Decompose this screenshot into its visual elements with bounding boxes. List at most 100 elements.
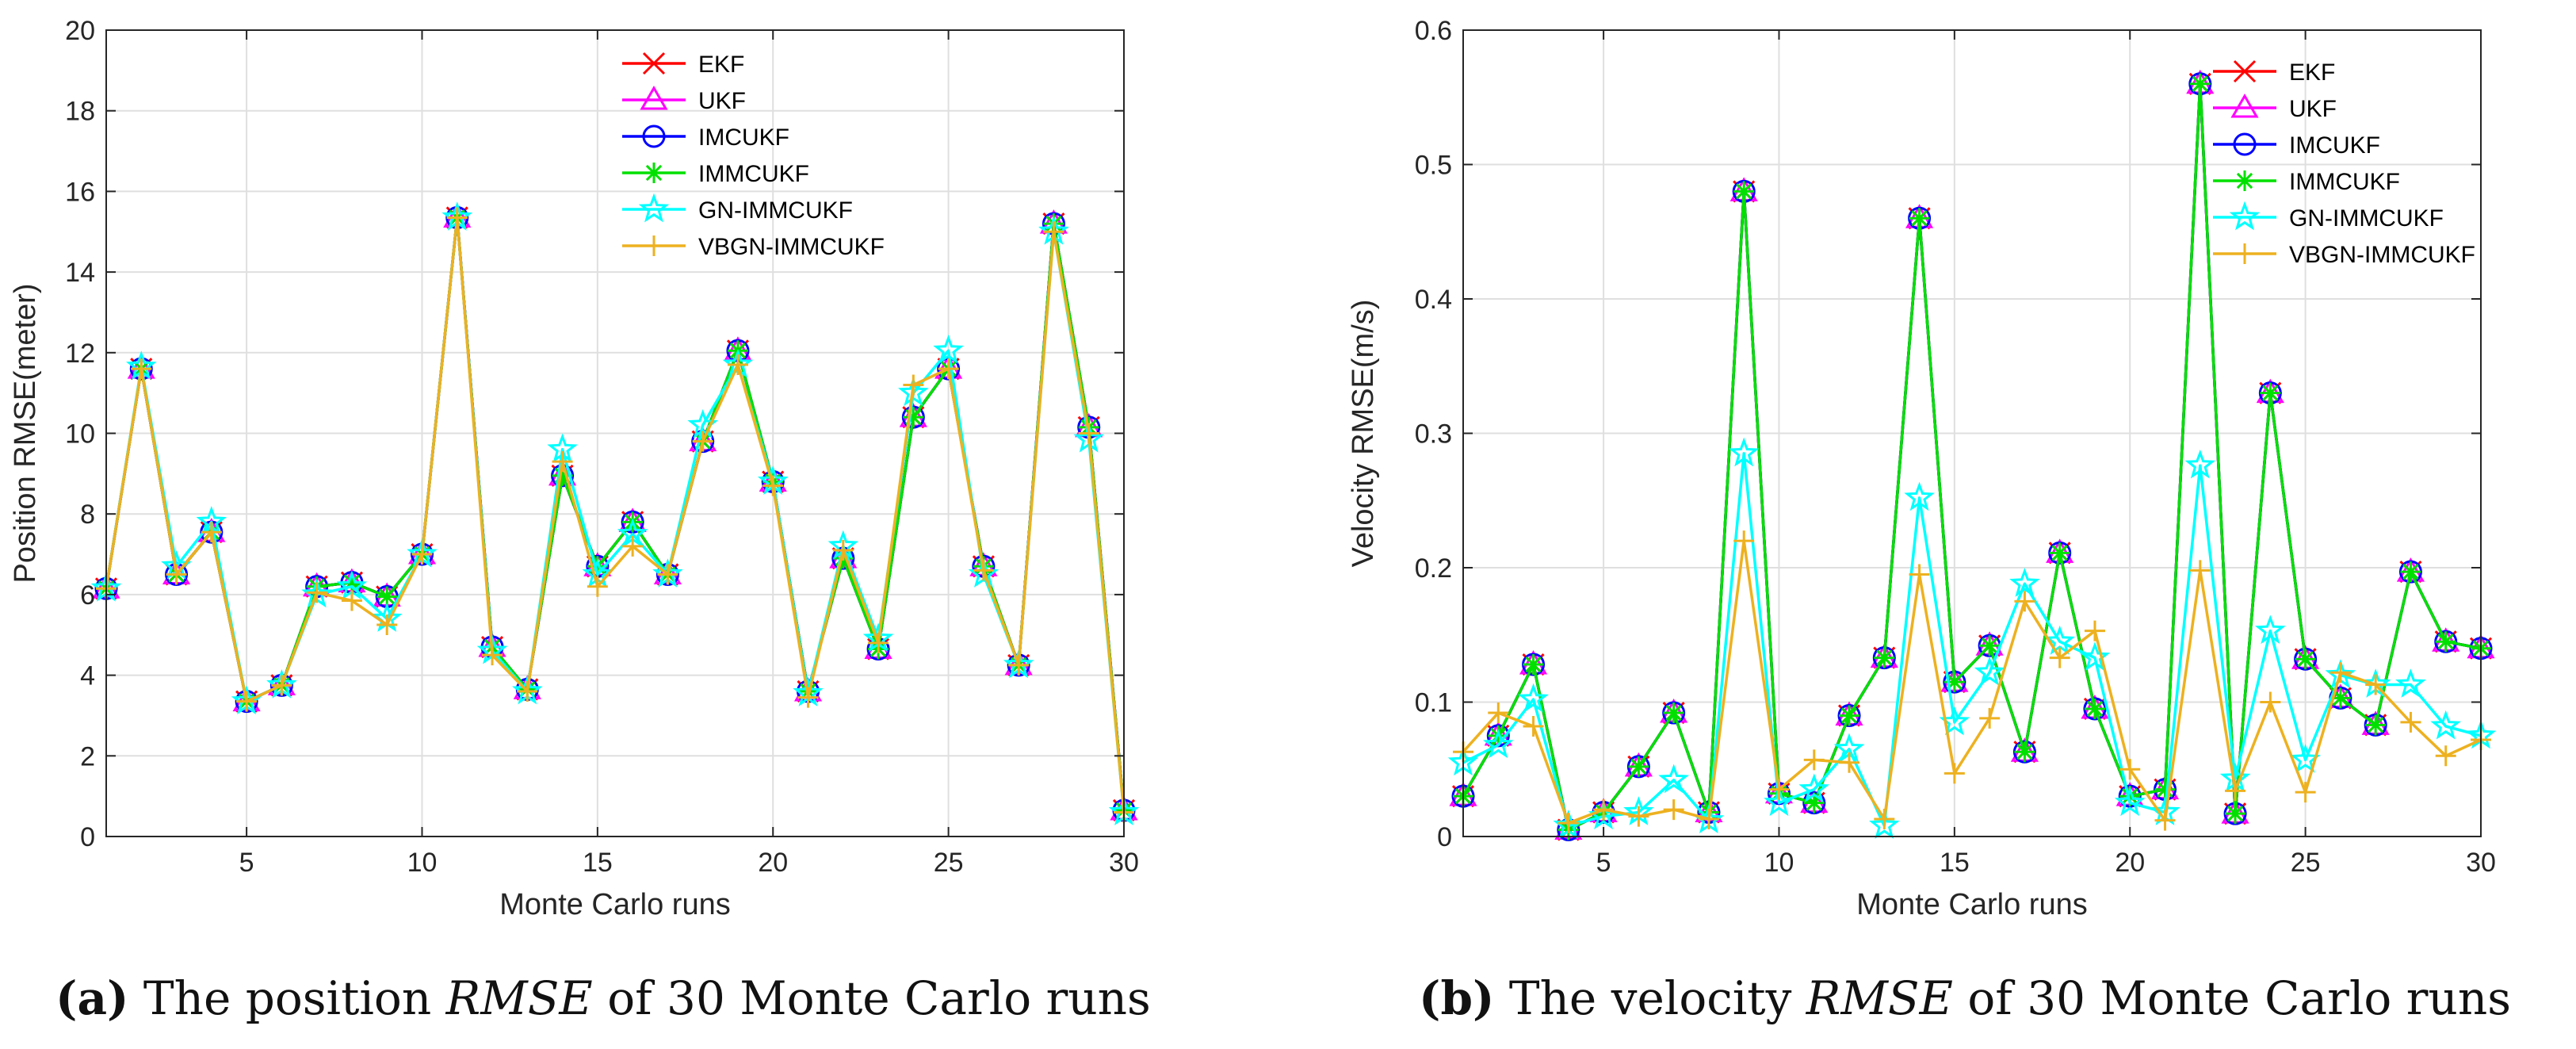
y-tick-label: 12 — [65, 339, 95, 369]
legend-marker — [2233, 59, 2257, 83]
data-point — [1663, 703, 1684, 724]
legend-marker — [2230, 93, 2259, 118]
data-point — [446, 207, 468, 228]
data-point — [2400, 561, 2421, 583]
data-point — [2295, 782, 2316, 803]
y-tick-label: 14 — [65, 258, 95, 288]
data-point — [2154, 810, 2176, 831]
data-point — [1008, 654, 1030, 676]
data-point — [2044, 625, 2075, 655]
y-tick-label: 2 — [80, 741, 95, 771]
x-tick-label: 5 — [1596, 848, 1611, 878]
y-tick-label: 6 — [80, 580, 95, 611]
data-point — [933, 335, 964, 364]
caption-a-letter: (a) — [55, 971, 129, 1025]
x-tick-label: 25 — [934, 848, 964, 878]
data-point — [341, 572, 362, 593]
data-point — [1904, 481, 1935, 511]
legend-marker — [2233, 132, 2257, 156]
x-tick-label: 30 — [2466, 848, 2496, 878]
legend-entry: VBGN-IMMCUKF — [698, 234, 885, 260]
y-tick-label: 10 — [65, 419, 95, 450]
data-point — [1839, 705, 1860, 726]
legend-entry: EKF — [2289, 59, 2335, 86]
legend-entry: IMMCUKF — [698, 161, 809, 187]
x-axis-label: Monte Carlo runs — [499, 888, 730, 921]
data-point — [552, 465, 573, 486]
legend-marker — [2234, 243, 2255, 264]
data-point — [897, 377, 929, 407]
series-vbgn-immcukf — [1453, 530, 2491, 834]
data-point — [341, 590, 362, 611]
data-point — [2395, 668, 2426, 698]
velocity-rmse-chart: 5 10 15 20 25 30 0 0.1 0.2 0.3 0.4 0.5 0.6 Monte Carl… — [1347, 16, 2497, 921]
data-point — [1869, 810, 1900, 839]
legend-entry: UKF — [2289, 96, 2337, 122]
legend-marker — [640, 85, 668, 110]
data-point — [2014, 741, 2035, 763]
caption-a-post: of 30 Monte Carlo runs — [607, 971, 1151, 1025]
data-point — [2329, 662, 2351, 683]
legend-entry: IMCUKF — [698, 124, 789, 151]
data-point — [1979, 707, 2001, 729]
x-tick-label: 10 — [407, 848, 438, 878]
legend-marker — [644, 235, 664, 256]
data-point — [1663, 799, 1684, 821]
data-point — [622, 535, 644, 557]
data-point — [271, 675, 292, 696]
data-point — [1943, 672, 1965, 693]
data-point — [2184, 449, 2216, 479]
y-tick-label: 0.3 — [1415, 419, 1452, 450]
legend-entry: GN-IMMCUKF — [698, 197, 853, 224]
data-point — [2154, 779, 2176, 800]
x-tick-label: 20 — [2115, 848, 2145, 878]
data-point — [692, 431, 713, 452]
data-point — [1943, 763, 1965, 784]
y-tick-label: 20 — [65, 16, 95, 46]
data-point — [376, 586, 398, 607]
data-point — [903, 407, 924, 428]
series-vbgn-immcukf — [96, 207, 1134, 823]
data-point — [1733, 530, 1755, 552]
legend-entry: UKF — [698, 88, 746, 114]
data-point — [1974, 656, 2005, 686]
data-point — [2084, 620, 2105, 641]
y-axis-label: Position RMSE(meter) — [9, 284, 42, 584]
data-point — [517, 680, 538, 702]
data-point — [1593, 799, 1615, 821]
data-point — [482, 645, 503, 666]
data-point — [552, 451, 573, 473]
data-point — [1733, 181, 1755, 202]
legend-marker — [2229, 201, 2261, 231]
data-point — [1764, 787, 1794, 817]
legend: EKF UKF IMCUKF IMMCUKF GN-IMMCUKF VBGN-IMMCUK… — [622, 52, 885, 260]
y-tick-label: 0.2 — [1415, 553, 1452, 584]
data-point — [2295, 649, 2316, 670]
data-point — [376, 614, 398, 636]
data-point — [903, 374, 924, 396]
series-line-vbgn-immcukf — [105, 216, 1126, 813]
data-point — [2189, 73, 2211, 94]
data-point — [1909, 208, 1930, 229]
data-point — [2114, 787, 2146, 817]
data-point — [166, 564, 187, 585]
data-point — [1488, 703, 1509, 724]
data-point — [1483, 729, 1514, 759]
series-immcukf — [1453, 73, 2491, 840]
legend: EKF UKF IMCUKF IMMCUKF GN-IMMCUKF VBGN-IMMCUK… — [2213, 59, 2475, 268]
data-point — [1043, 221, 1064, 243]
data-point — [973, 560, 994, 581]
data-point — [2260, 691, 2281, 713]
data-point — [1628, 806, 1649, 827]
legend-marker — [642, 52, 666, 75]
data-point — [1874, 808, 1895, 829]
data-point — [1874, 647, 1895, 668]
data-point — [1728, 437, 1760, 467]
data-point — [2119, 759, 2141, 780]
data-point — [832, 539, 854, 561]
caption-b-pre: The velocity — [1508, 971, 1792, 1025]
data-point — [587, 576, 608, 597]
y-tick-label: 18 — [65, 97, 95, 127]
data-point — [1979, 635, 2001, 657]
